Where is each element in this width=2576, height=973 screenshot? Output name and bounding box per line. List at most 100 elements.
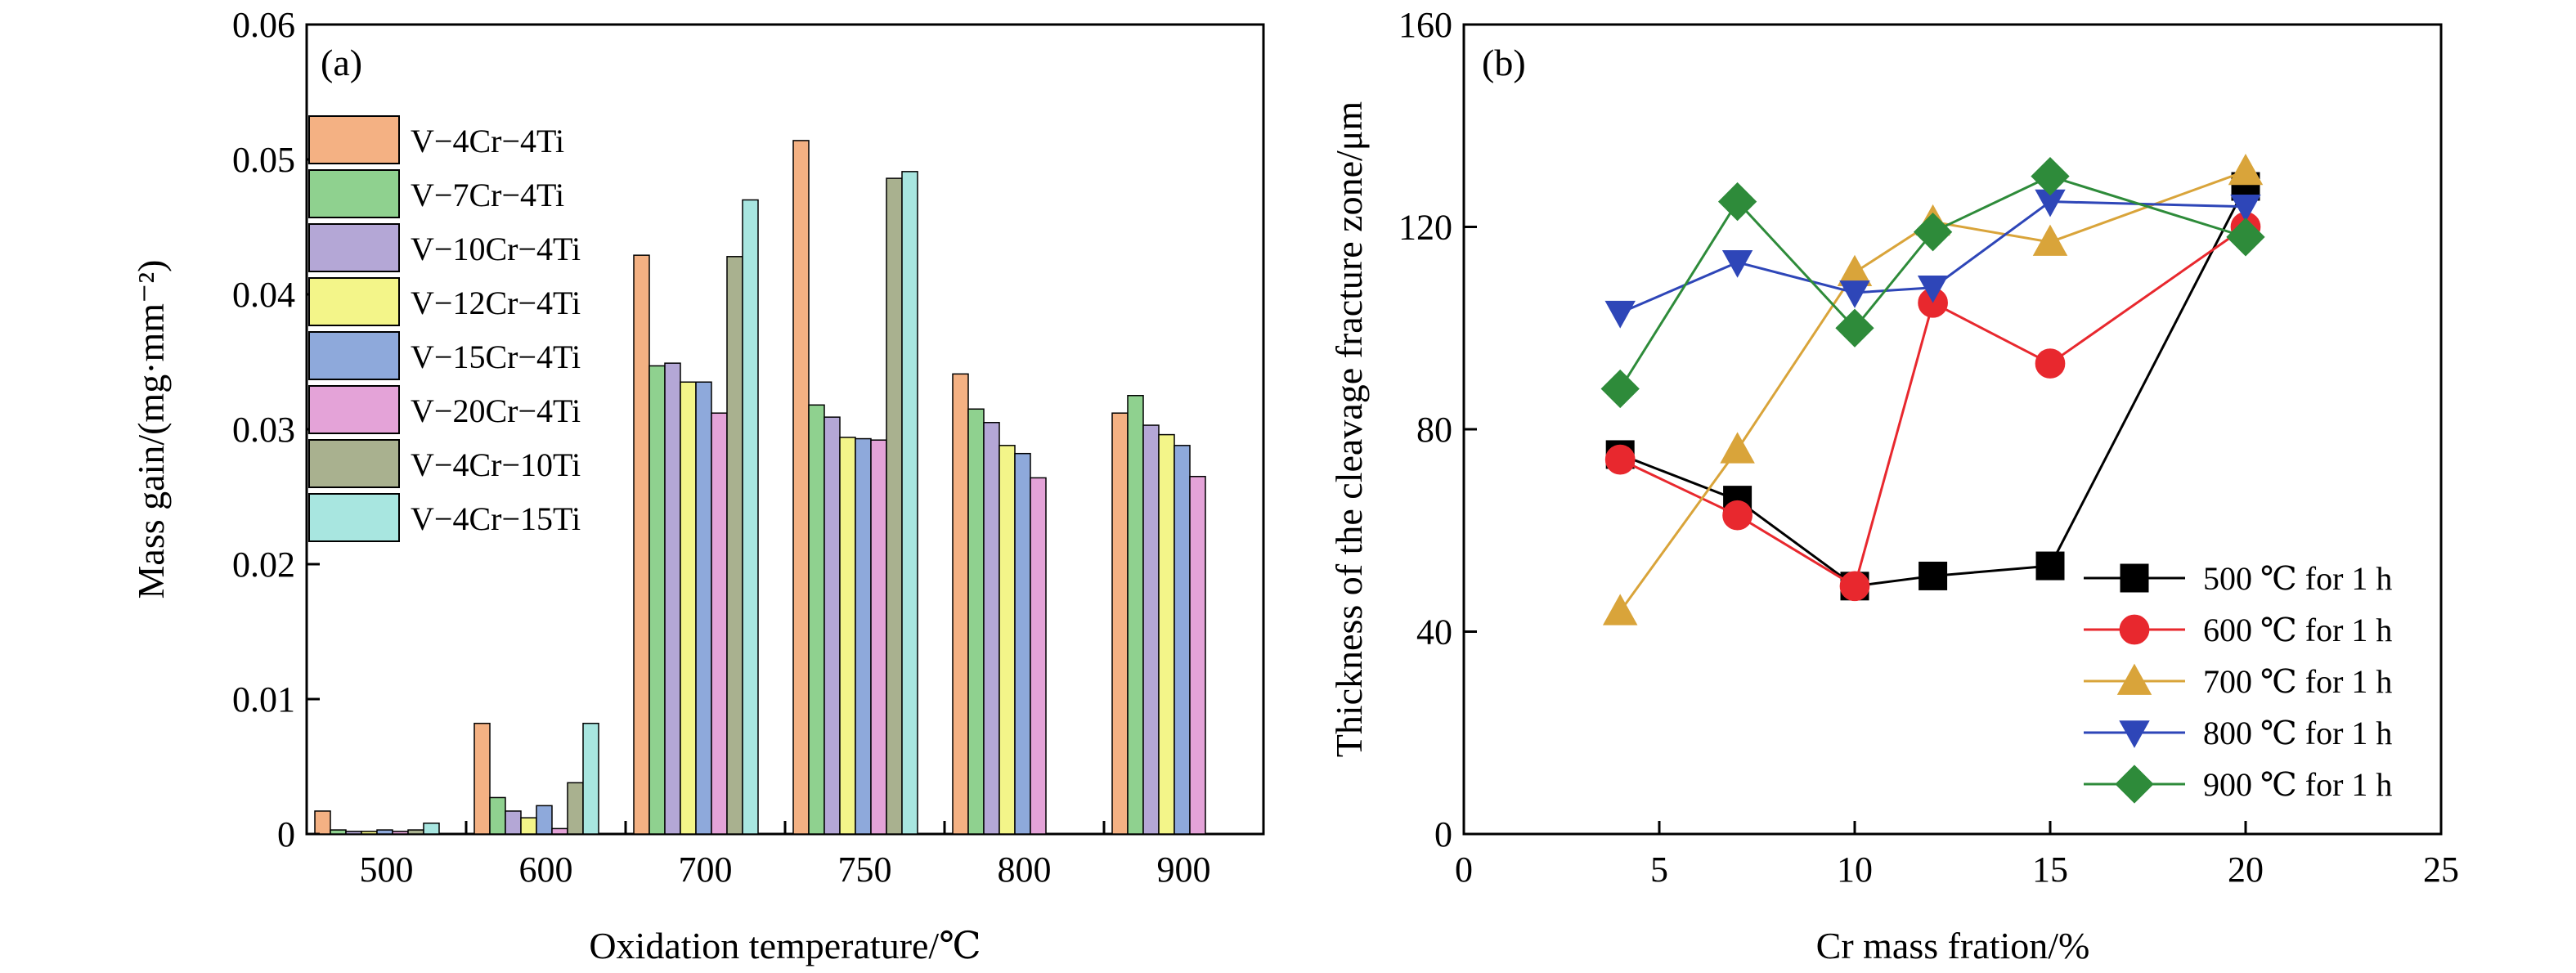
- data-point: [1602, 594, 1638, 626]
- legend-marker: [2119, 614, 2150, 645]
- bar-v-15cr-4ti-900: [1174, 445, 1191, 835]
- data-point: [1835, 308, 1874, 348]
- legend-item-900-for-1-h: 900 ℃ for 1 h: [2084, 764, 2392, 804]
- bar-v-4cr-10ti-750: [886, 177, 903, 835]
- x-tick-label: 750: [838, 850, 892, 890]
- legend-label-v-10cr-4ti: V−10Cr−4Ti: [411, 231, 581, 267]
- y-tick-label: 0.02: [232, 545, 295, 585]
- y-tick-label: 160: [1398, 5, 1452, 45]
- series-line: [1619, 226, 2246, 589]
- y-tick-label: 0.03: [232, 410, 295, 450]
- bar-v-4cr-10ti-500: [407, 829, 424, 835]
- bar-v-20cr-4ti-900: [1189, 476, 1206, 835]
- bar-v-4cr-4ti-500: [314, 810, 331, 835]
- bar-v-15cr-4ti-750: [855, 437, 872, 835]
- legend-item-500-for-1-h: 500 ℃ for 1 h: [2084, 560, 2392, 597]
- legend-swatch-v-12cr-4ti: [308, 277, 400, 326]
- bar-v-20cr-4ti-750: [870, 439, 887, 835]
- legend-label-v-4cr-4ti: V−4Cr−4Ti: [411, 123, 564, 159]
- y-tick-label: 40: [1416, 612, 1452, 652]
- bar-v-20cr-4ti-500: [392, 830, 409, 835]
- data-point: [2031, 156, 2070, 196]
- data-point: [2230, 194, 2261, 222]
- legend-item-600-for-1-h: 600 ℃ for 1 h: [2084, 612, 2392, 648]
- x-tick-label: 700: [679, 850, 733, 890]
- y-tick-label: 0.06: [232, 5, 295, 45]
- panel-a-bar-chart: 0 0.01 0.02 0.03 0.04 0.05 0.06 500 600 700 750 80…: [130, 5, 1265, 966]
- data-point: [2226, 217, 2265, 257]
- bar-v-7cr-4ti-500: [330, 829, 347, 835]
- legend-swatch-v-4cr-10ti: [308, 439, 400, 488]
- bar-v-12cr-4ti-700: [680, 381, 697, 835]
- legend-label-v-20cr-4ti: V−20Cr−4Ti: [411, 392, 581, 429]
- legend-item-800-for-1-h: 800 ℃ for 1 h: [2084, 715, 2392, 751]
- data-point: [2035, 551, 2065, 581]
- legend-swatch-v-4cr-4ti: [308, 115, 400, 164]
- y-tick-label: 0.01: [232, 679, 295, 720]
- series-line: [1618, 170, 2246, 612]
- y-tick-label: 0.04: [232, 275, 295, 315]
- legend-marker: [2120, 563, 2149, 593]
- panel-b-label: (b): [1482, 42, 1526, 83]
- series-line: [1619, 200, 2246, 315]
- x-tick-label: 5: [1650, 850, 1668, 890]
- data-point: [1839, 280, 1870, 308]
- bar-v-4cr-10ti-700: [726, 256, 743, 835]
- legend-label: 500 ℃ for 1 h: [2203, 560, 2392, 597]
- data-point: [1722, 500, 1752, 531]
- x-tick-label: 25: [2423, 850, 2459, 890]
- bar-v-7cr-4ti-700: [648, 365, 666, 835]
- bar-v-4cr-15ti-700: [742, 199, 759, 835]
- data-point: [1721, 250, 1753, 278]
- data-point: [2228, 154, 2264, 186]
- bar-v-4cr-4ti-600: [473, 722, 491, 835]
- x-tick-label: 15: [2032, 850, 2068, 890]
- x-tick-label: 600: [519, 850, 573, 890]
- series-line: [1619, 186, 2247, 588]
- bar-v-12cr-4ti-500: [361, 830, 378, 835]
- legend-swatch-v-15cr-4ti: [308, 331, 400, 380]
- panel-b-series: [1600, 154, 2265, 626]
- panel-a-label: (a): [321, 42, 362, 83]
- bar-v-12cr-4ti-800: [999, 445, 1016, 835]
- legend-label-v-15cr-4ti: V−15Cr−4Ti: [411, 339, 581, 375]
- bar-v-4cr-4ti-800: [952, 373, 969, 835]
- x-tick-label: 900: [1157, 850, 1211, 890]
- panel-a-x-axis-title: Oxidation temperature/℃: [589, 925, 981, 966]
- bar-v-7cr-4ti-600: [489, 796, 506, 835]
- panel-a-y-ticks: 0 0.01 0.02 0.03 0.04 0.05 0.06: [232, 5, 320, 854]
- data-point: [1604, 444, 1636, 475]
- data-point: [1913, 213, 1953, 252]
- y-tick-label: 0.05: [232, 140, 295, 180]
- bar-v-15cr-4ti-500: [376, 829, 393, 835]
- bar-v-15cr-4ti-700: [695, 381, 712, 835]
- bar-v-10cr-4ti-800: [983, 422, 1000, 835]
- y-tick-label: 0: [1434, 814, 1452, 854]
- bar-v-12cr-4ti-750: [839, 437, 856, 835]
- legend-swatch-v-10cr-4ti: [308, 223, 400, 272]
- legend-swatch-v-4cr-15ti: [308, 493, 400, 542]
- bar-v-10cr-4ti-750: [824, 416, 841, 835]
- bar-v-20cr-4ti-700: [711, 412, 728, 835]
- legend-label-v-7cr-4ti: V−7Cr−4Ti: [411, 177, 564, 213]
- x-tick-label: 20: [2228, 850, 2264, 890]
- bar-v-4cr-15ti-600: [582, 722, 599, 835]
- data-point: [1919, 561, 1948, 590]
- series-800-for-1-h: [1604, 189, 2261, 329]
- y-tick-label: 0: [277, 814, 295, 854]
- bar-v-15cr-4ti-600: [536, 805, 553, 835]
- legend-item-700-for-1-h: 700 ℃ for 1 h: [2084, 663, 2392, 700]
- bar-v-7cr-4ti-900: [1127, 395, 1144, 835]
- legend-label: 600 ℃ for 1 h: [2203, 612, 2392, 648]
- y-tick-label: 120: [1398, 208, 1452, 248]
- panel-b-x-axis-title: Cr mass fration/%: [1816, 925, 2090, 966]
- data-point: [1600, 369, 1640, 409]
- panel-a-legend: V−4Cr−4Ti V−7Cr−4Ti V−10Cr−4Ti V−12Cr−4Ti V−…: [308, 115, 581, 542]
- panel-b-line-chart: 0 40 80 120 160 0 5 10 15 20 25 (b) 500 ℃ for 1 h…: [1328, 5, 2459, 966]
- bar-v-4cr-15ti-750: [901, 171, 918, 835]
- x-tick-label: 800: [998, 850, 1052, 890]
- legend-label: 800 ℃ for 1 h: [2203, 715, 2392, 751]
- panel-b-y-axis-title: Thickness of the cleavage fracture zone/…: [1328, 101, 1370, 758]
- series-line: [1618, 175, 2246, 390]
